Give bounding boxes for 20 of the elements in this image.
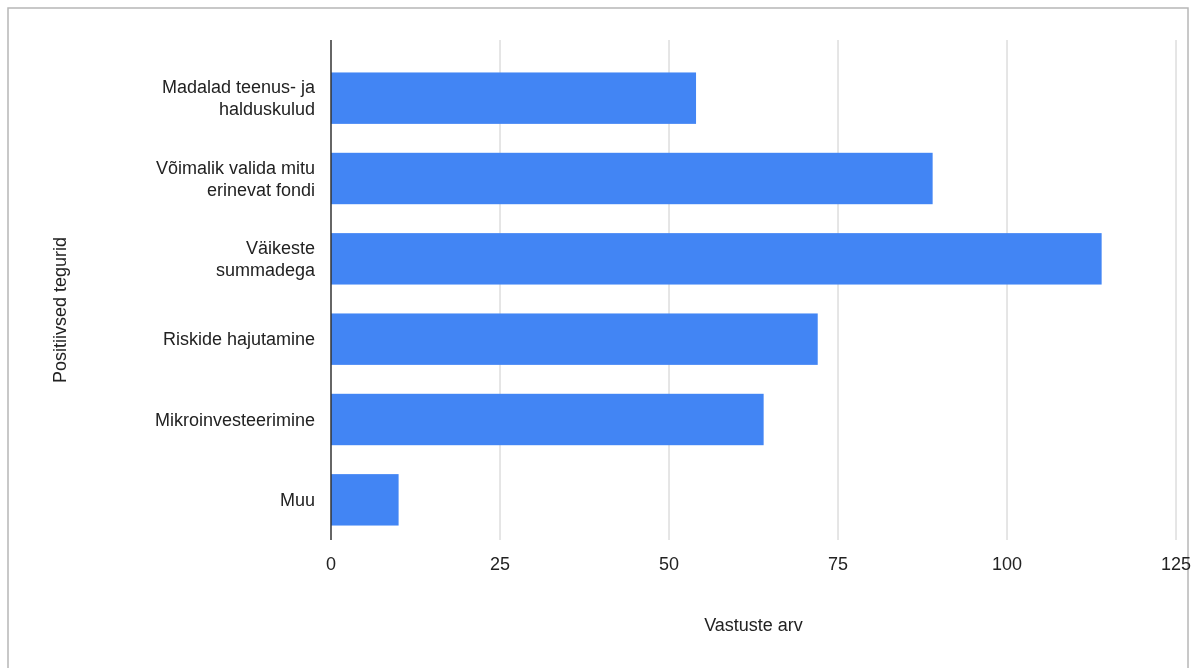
bar <box>331 72 697 124</box>
x-tick-label: 25 <box>489 554 511 574</box>
y-tick-label: Väikeste summadega <box>215 237 316 280</box>
y-tick-label: Võimalik valida mitu erinevat fondi <box>155 157 315 200</box>
y-tick-label: Muu <box>279 489 315 510</box>
x-tick-label: 125 <box>1160 554 1192 574</box>
x-tick-label: 50 <box>658 554 680 574</box>
bar <box>331 233 1102 285</box>
bar <box>331 393 764 446</box>
bar <box>331 313 818 365</box>
x-tick-label: 75 <box>827 554 849 574</box>
x-axis-title: Vastuste arv <box>704 615 803 635</box>
x-tick-label: 100 <box>991 554 1023 574</box>
y-tick-label: Mikroinvesteerimine <box>154 409 315 430</box>
y-tick-label: Madalad teenus- ja halduskulud <box>161 77 316 120</box>
x-tick-label: 0 <box>325 554 337 574</box>
y-axis-title: Positiivsed tegurid <box>50 236 70 384</box>
bar <box>331 152 933 205</box>
bar <box>331 474 399 526</box>
y-tick-label: Riskide hajutamine <box>162 329 315 350</box>
